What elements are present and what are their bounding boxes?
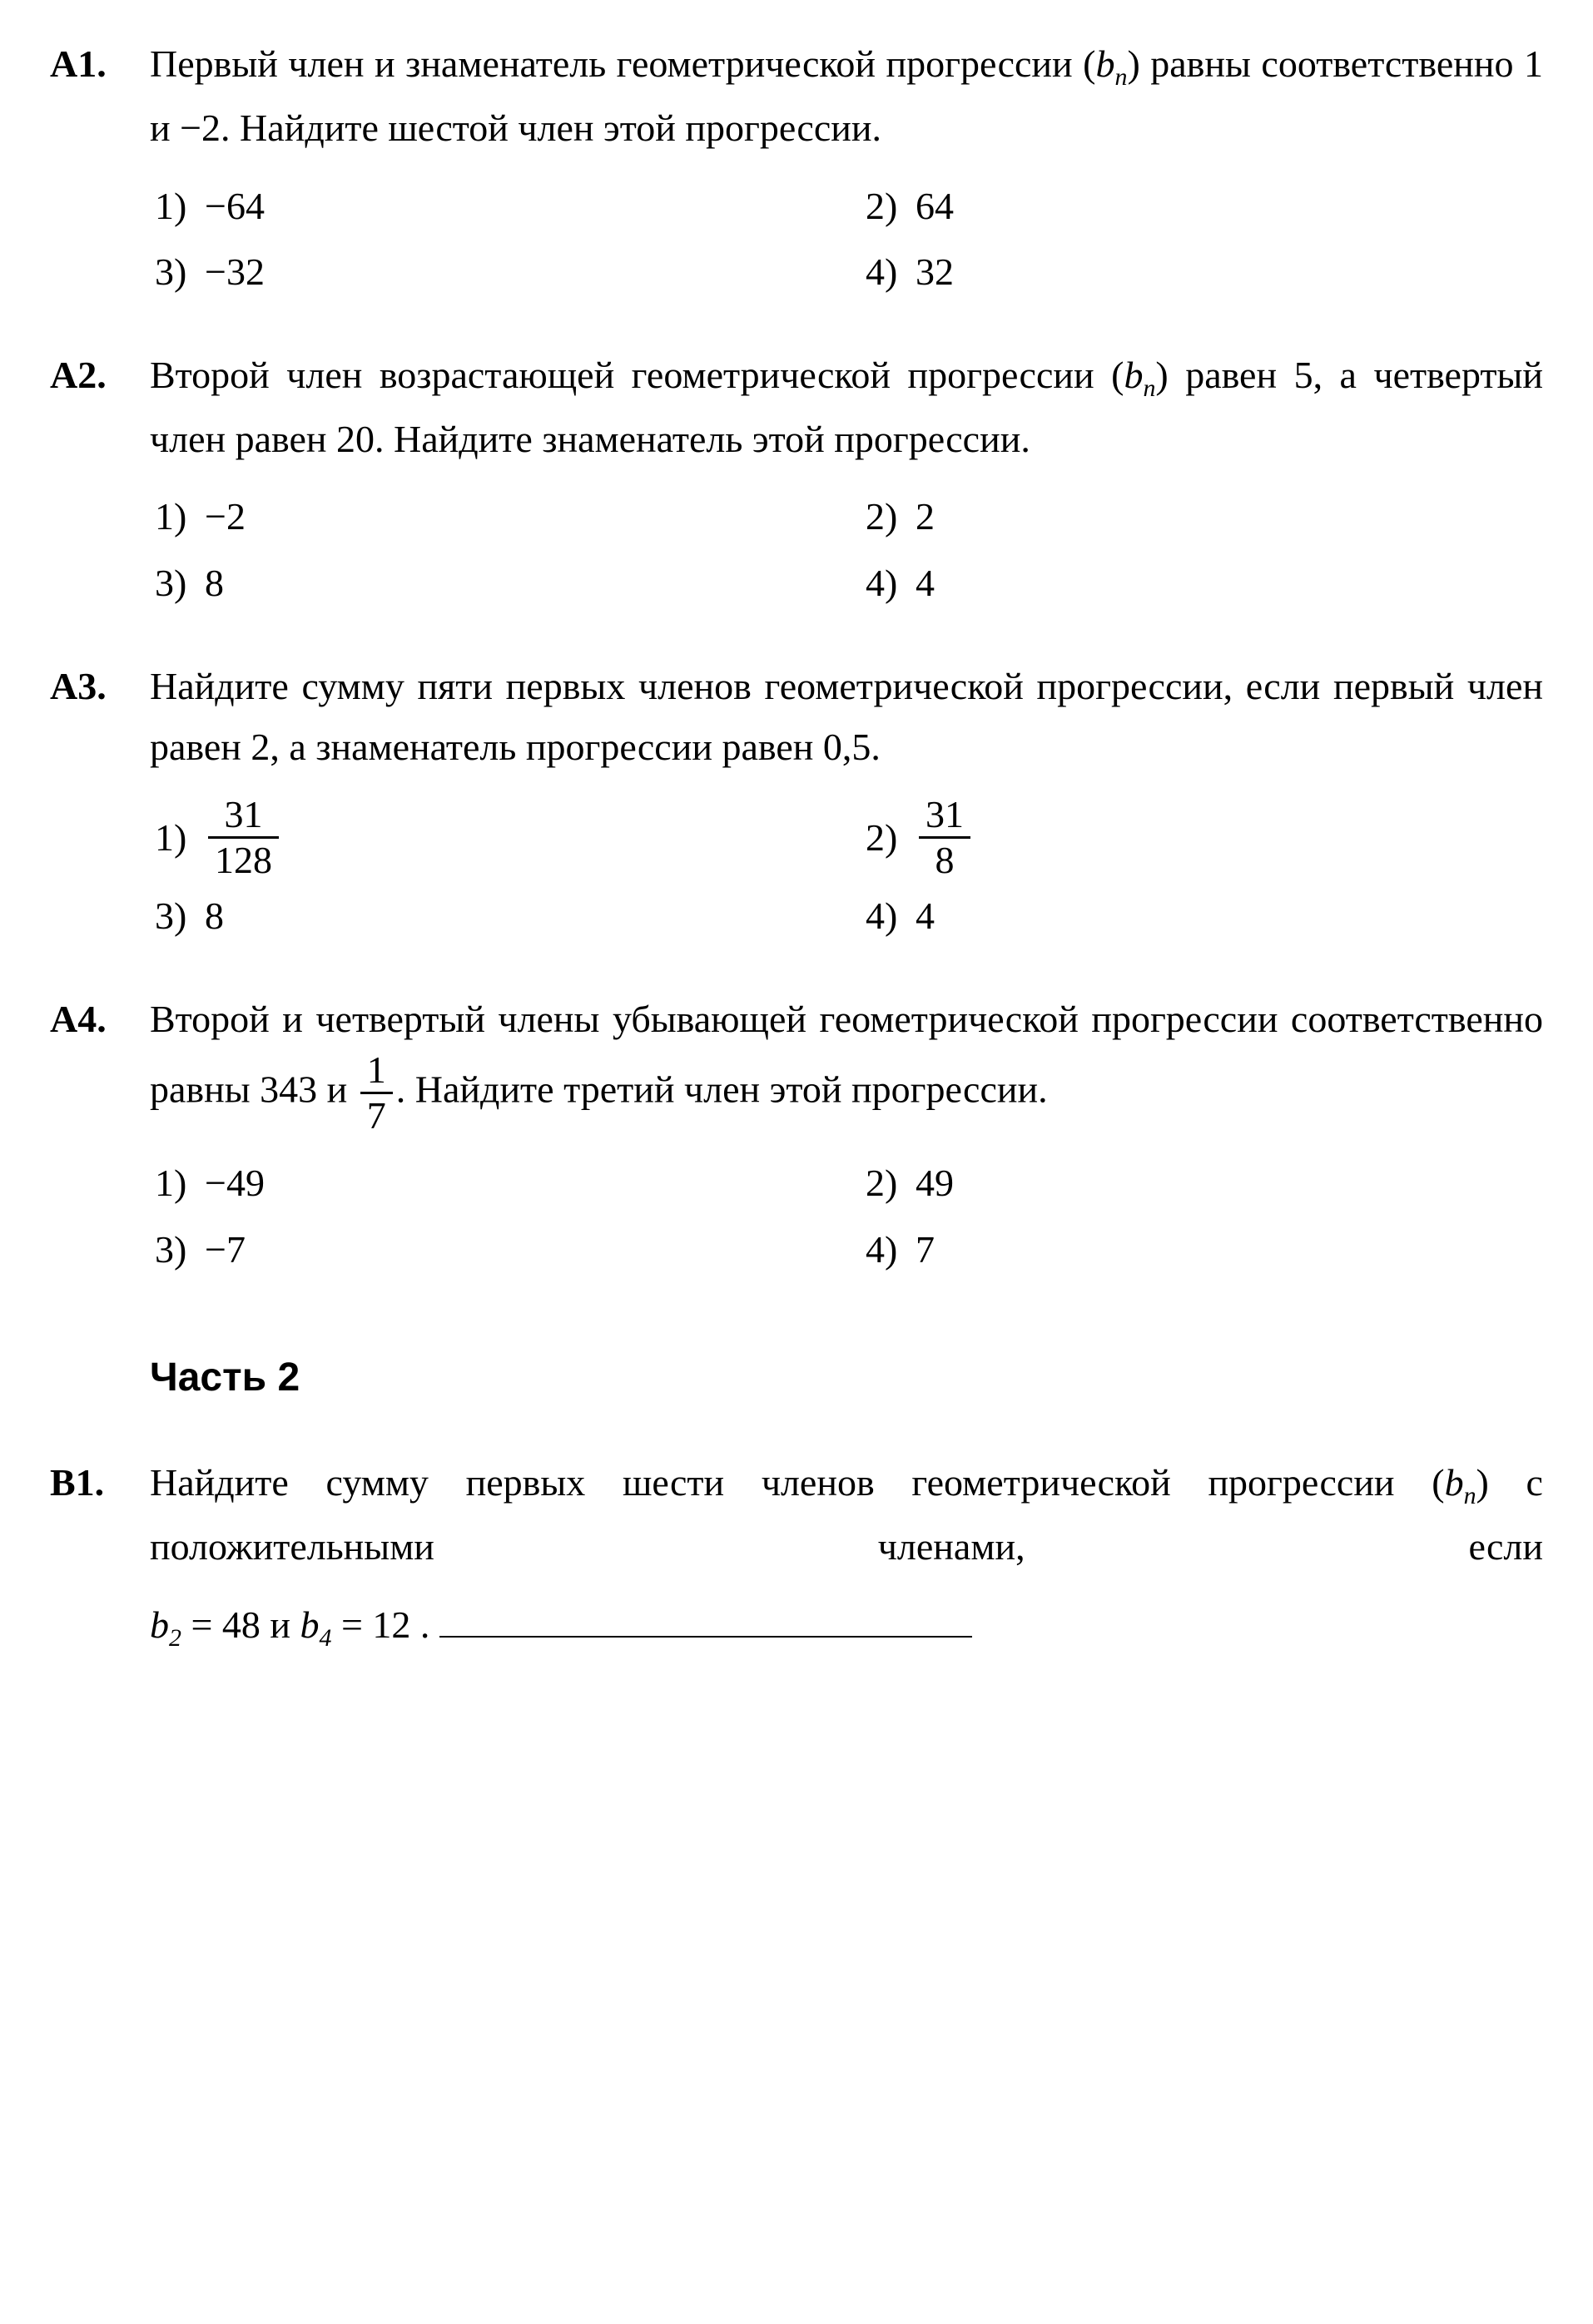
fraction-denominator: 128: [208, 839, 279, 880]
problem-label: А1.: [50, 33, 150, 320]
fraction-numerator: 1: [360, 1050, 393, 1094]
fraction-numerator: 31: [919, 795, 970, 839]
option-value: 32: [916, 241, 954, 303]
problem-body: Первый член и знаменатель геометрической…: [150, 33, 1543, 320]
option-value: −64: [205, 176, 265, 237]
option-number: 1): [155, 807, 205, 869]
options-grid: 1)−2 2)2 3)8 4)4: [155, 486, 1543, 613]
option: 2)49: [866, 1152, 1543, 1214]
option-number: 3): [155, 241, 205, 303]
problem-text: Второй и четвертый члены убывающей геоме…: [150, 989, 1543, 1136]
problem-b1: В1. Найдите сумму первых шести членов ге…: [50, 1452, 1543, 1658]
sequence-var: b: [1445, 1461, 1464, 1504]
option: 1)−49: [155, 1152, 832, 1214]
eq-var: b: [150, 1603, 169, 1646]
fraction: 31 128: [208, 795, 279, 881]
option: 4)4: [866, 885, 1543, 947]
problem-equations: b2 = 48 и b4 = 12 .: [150, 1594, 1543, 1658]
option-value: 64: [916, 176, 954, 237]
problem-a3: А3. Найдите сумму пяти первых членов гео…: [50, 656, 1543, 964]
text-fragment: Найдите сумму первых шести членов геомет…: [150, 1461, 1445, 1504]
options-grid: 1)−64 2)64 3)−32 4)32: [155, 176, 1543, 303]
option-value: −32: [205, 241, 265, 303]
eq-rest: = 12 .: [331, 1603, 429, 1646]
fraction: 31 8: [919, 795, 970, 881]
text-fragment: . Найдите третий член этой прогрессии.: [396, 1068, 1048, 1110]
problem-body: Второй и четвертый члены убывающей геоме…: [150, 989, 1543, 1296]
text-fragment: Второй член возрастающей геометрической …: [150, 354, 1124, 396]
option-value: 4: [916, 553, 935, 614]
problem-label: А4.: [50, 989, 150, 1296]
option-number: 4): [866, 241, 916, 303]
options-grid: 1) 31 128 2) 31 8 3)8 4)4: [155, 795, 1543, 947]
option: 3)−32: [155, 241, 832, 303]
fraction-numerator: 31: [208, 795, 279, 839]
problem-a4: А4. Второй и четвертый члены убывающей г…: [50, 989, 1543, 1296]
option: 3)8: [155, 553, 832, 614]
option-value: 49: [916, 1152, 954, 1214]
fraction-denominator: 7: [360, 1094, 393, 1136]
option: 1) 31 128: [155, 795, 832, 881]
eq-sub: 4: [320, 1624, 332, 1652]
problem-label: А3.: [50, 656, 150, 964]
option-value: 8: [205, 885, 224, 947]
option: 4)7: [866, 1219, 1543, 1281]
option-number: 4): [866, 885, 916, 947]
option-number: 1): [155, 176, 205, 237]
eq-rest: = 48: [181, 1603, 261, 1646]
option: 2)2: [866, 486, 1543, 548]
option: 2) 31 8: [866, 795, 1543, 881]
option: 2)64: [866, 176, 1543, 237]
sequence-sub: n: [1464, 1482, 1476, 1509]
option: 4)32: [866, 241, 1543, 303]
option-value: 7: [916, 1219, 935, 1281]
text-and: и: [261, 1603, 300, 1646]
sequence-sub: n: [1143, 374, 1155, 402]
option-number: 2): [866, 176, 916, 237]
eq-sub: 2: [169, 1624, 181, 1652]
answer-blank-line: [439, 1636, 972, 1638]
problem-body: Второй член возрастающей геометрической …: [150, 344, 1543, 631]
text-fragment: Первый член и знаменатель геометрической…: [150, 42, 1095, 85]
option-number: 1): [155, 1152, 205, 1214]
problem-a1: А1. Первый член и знаменатель геометриче…: [50, 33, 1543, 320]
problem-label: А2.: [50, 344, 150, 631]
sequence-var: b: [1124, 354, 1143, 396]
option: 3)−7: [155, 1219, 832, 1281]
option: 1)−64: [155, 176, 832, 237]
option-number: 3): [155, 885, 205, 947]
option-number: 2): [866, 486, 916, 548]
sequence-sub: n: [1114, 63, 1127, 91]
problem-text: Найдите сумму пяти первых членов геометр…: [150, 656, 1543, 778]
option-number: 1): [155, 486, 205, 548]
option-number: 4): [866, 553, 916, 614]
eq-var: b: [300, 1603, 320, 1646]
problem-body: Найдите сумму пяти первых членов геометр…: [150, 656, 1543, 964]
problem-label: В1.: [50, 1452, 150, 1658]
sequence-var: b: [1095, 42, 1114, 85]
problem-text: Найдите сумму первых шести членов геомет…: [150, 1452, 1543, 1578]
problem-body: Найдите сумму первых шести членов геомет…: [150, 1452, 1543, 1658]
problem-text: Второй член возрастающей геометрической …: [150, 344, 1543, 470]
option: 4)4: [866, 553, 1543, 614]
section-title-part2: Часть 2: [150, 1346, 1543, 1410]
option: 1)−2: [155, 486, 832, 548]
option-number: 2): [866, 1152, 916, 1214]
option-value: 8: [205, 553, 224, 614]
problem-text: Первый член и знаменатель геометрической…: [150, 33, 1543, 159]
option-value: −7: [205, 1219, 246, 1281]
option-number: 3): [155, 553, 205, 614]
options-grid: 1)−49 2)49 3)−7 4)7: [155, 1152, 1543, 1280]
option-value: 4: [916, 885, 935, 947]
option-value: −2: [205, 486, 246, 548]
option-number: 4): [866, 1219, 916, 1281]
option-number: 3): [155, 1219, 205, 1281]
option-value: 2: [916, 486, 935, 548]
option-value: −49: [205, 1152, 265, 1214]
fraction-denominator: 8: [919, 839, 970, 880]
option-number: 2): [866, 807, 916, 869]
option: 3)8: [155, 885, 832, 947]
problem-a2: А2. Второй член возрастающей геометричес…: [50, 344, 1543, 631]
fraction: 17: [360, 1050, 393, 1137]
